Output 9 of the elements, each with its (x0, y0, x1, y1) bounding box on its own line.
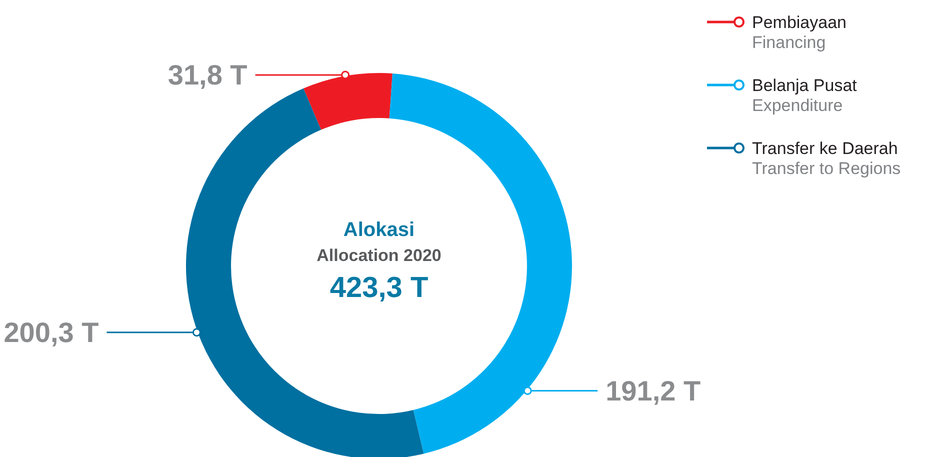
data-label: 200,3 T (4, 317, 99, 348)
legend-label: Pembiayaan Financing (752, 13, 847, 52)
text: 423,3 T (330, 272, 428, 304)
text: Alokasi (343, 219, 415, 241)
legend-label: Transfer ke Daerah Transfer to Regions (752, 139, 901, 178)
text: Allocation 2020 (316, 246, 442, 265)
legend-label: Belanja Pusat Expenditure (752, 76, 858, 115)
data-label: 191,2 T (606, 376, 701, 406)
data-label: 31,8 T (168, 60, 248, 91)
